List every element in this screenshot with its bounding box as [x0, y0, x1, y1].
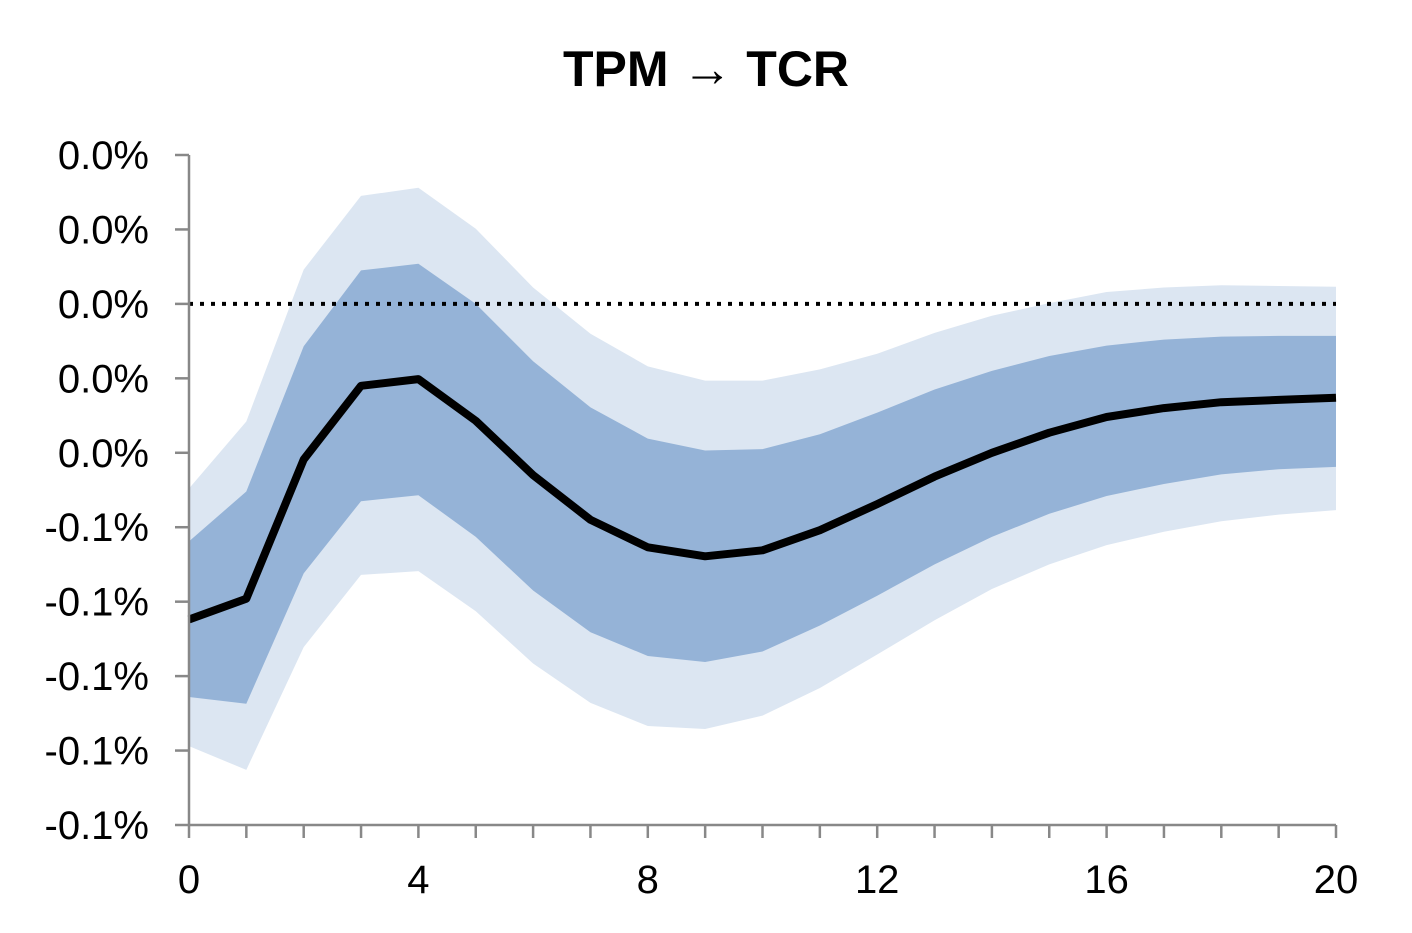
- x-axis-ticks: 0 4 8 12 16 20: [178, 825, 1358, 902]
- median-line: [187, 375, 1337, 624]
- inner-confidence-band: [189, 263, 1336, 704]
- x-tick-label: 16: [1084, 858, 1129, 902]
- y-axis-ticks: 0.0% 0.0% 0.0% 0.0% 0.0% -0.1% -0.1% -0.1% -0.1%…: [45, 134, 189, 848]
- x-tick-label: 8: [637, 858, 659, 902]
- x-tick-label: 4: [407, 858, 429, 902]
- y-tick-label: -0.1%: [45, 804, 150, 848]
- confidence-bands: [189, 187, 1336, 770]
- y-tick-label: -0.1%: [45, 581, 150, 625]
- y-tick-label: 0.0%: [58, 283, 149, 327]
- y-tick-label: -0.1%: [45, 730, 150, 774]
- y-tick-label: 0.0%: [58, 432, 149, 476]
- y-tick-label: 0.0%: [58, 357, 149, 401]
- y-tick-label: -0.1%: [45, 655, 150, 699]
- x-tick-label: 0: [178, 858, 200, 902]
- y-tick-label: 0.0%: [58, 208, 149, 252]
- chart-title: TPM → TCR: [563, 41, 849, 97]
- y-tick-label: 0.0%: [58, 134, 149, 178]
- x-tick-label: 20: [1314, 858, 1359, 902]
- median-line-group: [187, 375, 1337, 624]
- x-tick-label: 12: [855, 858, 900, 902]
- y-tick-label: -0.1%: [45, 506, 150, 550]
